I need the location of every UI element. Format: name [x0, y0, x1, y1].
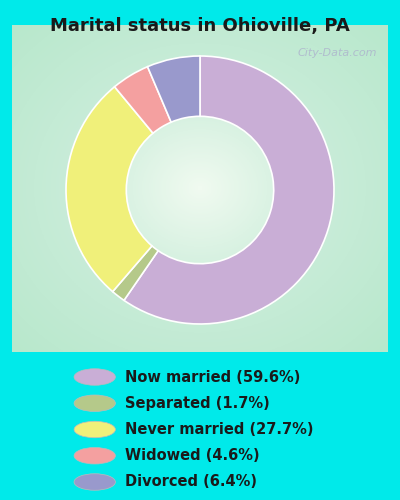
Circle shape [74, 421, 116, 438]
Text: City-Data.com: City-Data.com [297, 48, 377, 58]
Wedge shape [66, 87, 153, 292]
Circle shape [74, 369, 116, 385]
Text: Divorced (6.4%): Divorced (6.4%) [125, 474, 257, 490]
Circle shape [74, 474, 116, 490]
Wedge shape [148, 56, 200, 122]
Circle shape [74, 395, 116, 411]
Text: Widowed (4.6%): Widowed (4.6%) [125, 448, 260, 463]
Wedge shape [114, 66, 171, 133]
Text: Marital status in Ohioville, PA: Marital status in Ohioville, PA [50, 18, 350, 36]
Text: Separated (1.7%): Separated (1.7%) [125, 396, 270, 411]
Circle shape [74, 448, 116, 464]
Wedge shape [124, 56, 334, 324]
Text: Now married (59.6%): Now married (59.6%) [125, 370, 300, 384]
Wedge shape [113, 246, 158, 300]
Text: Never married (27.7%): Never married (27.7%) [125, 422, 313, 437]
